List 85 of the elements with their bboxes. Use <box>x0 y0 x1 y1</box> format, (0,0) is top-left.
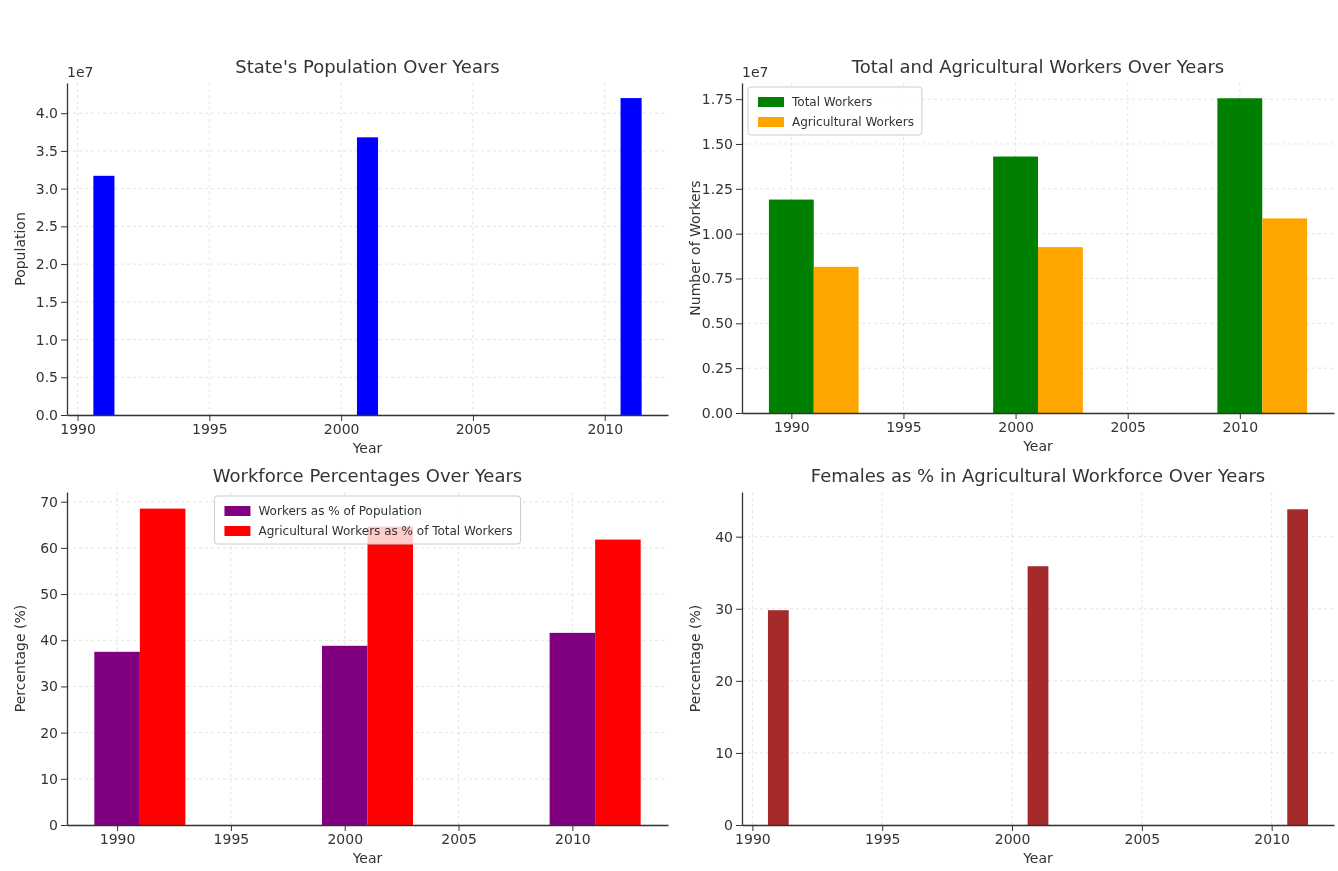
y-axis-title: Number of Workers <box>687 180 703 316</box>
bar <box>1217 98 1263 413</box>
y-tick-label: 3.5 <box>35 142 58 159</box>
chart-title: Workforce Percentages Over Years <box>212 465 523 486</box>
x-tick-label: 2000 <box>994 830 1031 847</box>
bar <box>595 539 641 825</box>
y-tick-label: 1.0 <box>35 331 58 348</box>
bar <box>767 610 789 825</box>
bar <box>93 175 115 415</box>
x-tick-label: 2010 <box>587 420 624 437</box>
y-tick-label: 20 <box>715 672 733 689</box>
x-axis-title: Year <box>1022 850 1054 866</box>
y-tick-label: 0.75 <box>701 270 733 287</box>
y-axis-title: Percentage (%) <box>12 604 28 713</box>
bar <box>1038 247 1083 413</box>
y-tick-label: 40 <box>40 632 58 649</box>
x-tick-label: 1995 <box>886 418 922 435</box>
y-tick-label: 2.0 <box>35 256 58 273</box>
x-tick-label: 2005 <box>455 420 492 437</box>
x-tick-label: 2005 <box>1124 830 1161 847</box>
x-tick-label: 2000 <box>323 420 360 437</box>
x-axis-title: Year <box>351 850 383 866</box>
text: 1e7 <box>742 64 769 80</box>
y-tick-label: 4.0 <box>35 105 58 122</box>
y-tick-label: 10 <box>40 770 58 787</box>
y-tick-label: 0.50 <box>701 315 733 332</box>
y-tick-label: 2.5 <box>35 218 58 235</box>
x-tick-label: 1995 <box>213 830 250 847</box>
bar <box>813 266 859 413</box>
y-tick-label: 1.00 <box>701 225 733 242</box>
x-tick-label: 1995 <box>192 420 228 437</box>
bar <box>1262 218 1308 413</box>
bar <box>620 98 642 415</box>
x-tick-label: 1990 <box>774 418 810 435</box>
legend-label: Agricultural Workers <box>792 115 914 129</box>
y-tick-label: 1.75 <box>701 91 733 108</box>
y-tick-label: 3.0 <box>35 180 58 197</box>
bar <box>356 137 379 415</box>
x-axis-title: Year <box>351 440 383 456</box>
y-tick-label: 0.00 <box>701 404 733 421</box>
chart-title: Females as % in Agricultural Workforce Over Years <box>810 465 1266 486</box>
y-tick-label: 1.25 <box>701 180 733 197</box>
bar <box>94 651 140 825</box>
y-tick-label: 10 <box>715 744 733 761</box>
legend-label: Total Workers <box>791 95 873 109</box>
bar <box>993 156 1038 413</box>
bar <box>768 199 814 413</box>
bar <box>1027 566 1049 825</box>
y-tick-label: 1.50 <box>701 135 733 152</box>
bar <box>1287 509 1309 825</box>
y-tick-label: 0 <box>724 816 733 833</box>
y-tick-label: 0 <box>49 816 58 833</box>
legend-label: Agricultural Workers as % of Total Workers <box>258 524 513 538</box>
legend-label: Workers as % of Population <box>258 504 422 518</box>
x-tick-label: 1990 <box>60 420 96 437</box>
x-tick-label: 2000 <box>998 418 1034 435</box>
y-tick-label: 0.0 <box>35 406 58 423</box>
y-tick-label: 30 <box>715 600 733 617</box>
text: 1e7 <box>67 64 94 80</box>
x-tick-label: 2010 <box>555 830 591 847</box>
y-axis-title: Population <box>12 212 28 286</box>
x-tick-label: 1995 <box>864 830 901 847</box>
x-tick-label: 2005 <box>1110 418 1147 435</box>
chart-title: State's Population Over Years <box>235 56 500 77</box>
y-tick-label: 70 <box>40 493 58 510</box>
y-tick-label: 30 <box>40 678 58 695</box>
x-tick-label: 1990 <box>735 830 771 847</box>
x-tick-label: 2010 <box>1254 830 1290 847</box>
x-tick-label: 2000 <box>327 830 364 847</box>
bar <box>549 632 596 825</box>
bar <box>139 508 186 825</box>
chart-title: Total and Agricultural Workers Over Years <box>850 56 1225 77</box>
x-axis-title: Year <box>1022 438 1054 454</box>
x-tick-label: 2005 <box>441 830 477 847</box>
y-tick-label: 1.5 <box>35 293 58 310</box>
y-tick-label: 20 <box>40 724 58 741</box>
y-tick-label: 60 <box>40 539 58 556</box>
x-tick-label: 1990 <box>99 830 136 847</box>
y-tick-label: 0.5 <box>35 369 58 386</box>
y-tick-label: 40 <box>715 528 733 545</box>
x-tick-label: 2010 <box>1222 418 1259 435</box>
y-tick-label: 0.25 <box>701 360 733 377</box>
y-tick-label: 50 <box>40 586 58 603</box>
y-axis-title: Percentage (%) <box>687 604 703 713</box>
bar <box>321 645 368 825</box>
